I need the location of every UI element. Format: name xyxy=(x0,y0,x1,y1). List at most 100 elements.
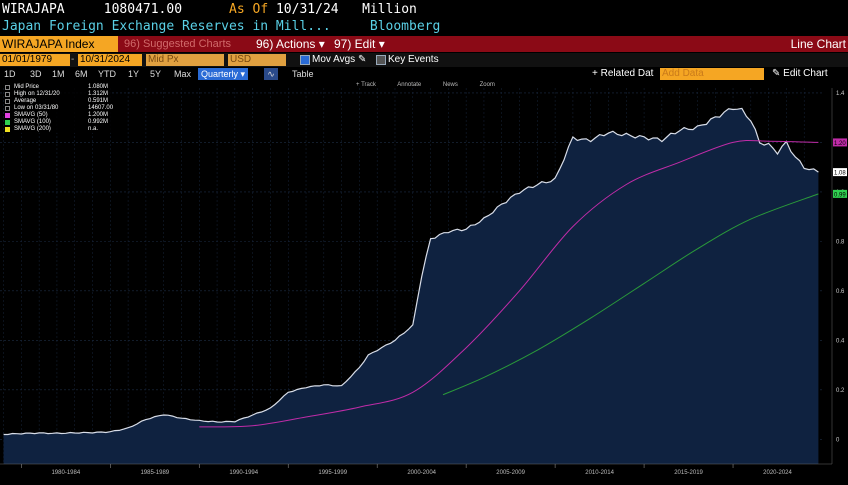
period-3d[interactable]: 3D xyxy=(30,69,42,79)
mov-avgs-label: Mov Avgs xyxy=(312,54,356,65)
settings-row: 01/01/1979 - 10/31/2024 Mid Px USD Mov A… xyxy=(0,53,848,67)
key-events-label: Key Events xyxy=(388,54,439,65)
legend-row: SMAVG (200) n.a. xyxy=(4,126,112,133)
legend-swatch xyxy=(5,106,10,111)
legend-label: High on 12/31/20 xyxy=(14,91,60,97)
x-tick-label: 1990-1994 xyxy=(229,470,258,476)
legend-swatch xyxy=(5,127,10,132)
price-field-select[interactable]: Mid Px xyxy=(146,54,224,66)
source-label: Bloomberg xyxy=(369,19,441,34)
zoom-tool[interactable]: Zoom xyxy=(480,82,505,88)
annotate-tool[interactable]: Annotate xyxy=(397,82,431,88)
related-data-label: Related Dat xyxy=(600,68,654,79)
x-tick-label: 1980-1984 xyxy=(51,470,80,476)
sma100-line xyxy=(442,193,819,396)
last-value-tag xyxy=(833,138,847,147)
news-label: News xyxy=(442,82,458,88)
legend-label: Mid Price xyxy=(14,84,40,90)
x-tick-label: 1985-1989 xyxy=(140,470,169,476)
actions-label: 96) Actions xyxy=(256,37,316,51)
legend-label: SMAVG (200) xyxy=(14,126,51,132)
sma50-line xyxy=(199,139,819,428)
last-value: 1080471.00 xyxy=(103,2,183,17)
end-date-field[interactable]: 10/31/2024 xyxy=(78,54,142,66)
table-button[interactable]: Table xyxy=(292,69,314,79)
y-tick-label: 0.6 xyxy=(836,289,845,295)
legend-row: SMAVG (100) 0.992M xyxy=(4,119,112,126)
chart-legend: Mid Price 1.080M High on 12/31/20 1.312M Ave… xyxy=(4,84,114,133)
currency-select[interactable]: USD xyxy=(228,54,286,66)
chevron-down-icon: ▾ xyxy=(240,69,246,79)
function-toolbar: WIRAJAPA Index 96) Suggested Charts 96) … xyxy=(0,36,848,52)
last-value-text: 0.99 xyxy=(834,192,846,198)
period-max[interactable]: Max xyxy=(174,69,192,79)
period-5y[interactable]: 5Y xyxy=(150,69,162,79)
y-tick-label: 1.4 xyxy=(836,91,845,97)
y-tick-label: 0.8 xyxy=(836,239,845,245)
x-axis-band xyxy=(0,464,848,481)
y-tick-label: 0.2 xyxy=(836,388,845,394)
security-header: WIRAJAPA 1080471.00 As Of 10/31/24 Milli… xyxy=(0,0,848,36)
period-1m[interactable]: 1M xyxy=(52,69,65,79)
legend-swatch xyxy=(5,99,10,104)
period-6m[interactable]: 6M xyxy=(75,69,88,79)
key-events-checkbox[interactable] xyxy=(376,55,386,65)
news-tool[interactable]: News xyxy=(443,82,468,88)
edit-button[interactable]: 97) Edit ▾ xyxy=(330,36,389,52)
legend-row: High on 12/31/20 1.312M xyxy=(4,91,112,98)
price-area-fill xyxy=(3,108,819,465)
mov-avgs-checkbox[interactable] xyxy=(300,55,310,65)
legend-value: 14607.00 xyxy=(88,105,114,111)
unit-label: Million xyxy=(362,2,417,17)
annotate-label: Annotate xyxy=(397,82,422,88)
line-chart[interactable]: 00.20.40.60.81.01.21.4 1980-19841985-198… xyxy=(0,82,848,481)
security-description: Japan Foreign Exchange Reserves in Mill.… xyxy=(2,19,331,34)
edit-chart-icon: ✎ xyxy=(772,68,784,79)
legend-label: Low on 03/31/80 xyxy=(14,105,59,111)
chart-area[interactable]: 00.20.40.60.81.01.21.4 1980-19841985-198… xyxy=(0,82,848,481)
legend-value: n.a. xyxy=(88,126,99,132)
period-ytd[interactable]: YTD xyxy=(98,69,116,79)
pencil-icon[interactable]: ✎ xyxy=(358,54,367,65)
legend-row: Mid Price 1.080M xyxy=(4,84,112,91)
start-date-field[interactable]: 01/01/1979 xyxy=(0,54,70,66)
add-data-input[interactable]: Add Data xyxy=(660,68,764,80)
chart-type-label: Line Chart xyxy=(790,37,846,51)
actions-button[interactable]: 96) Actions ▾ xyxy=(252,36,329,52)
chart-style-icon[interactable]: ∿ xyxy=(264,68,278,80)
last-value-labels: 1.20 1.08 0.99 xyxy=(833,138,847,198)
last-value-tag xyxy=(833,189,847,198)
legend-value: 1.312M xyxy=(88,91,109,97)
track-tool[interactable]: + Track xyxy=(356,82,376,88)
x-tick-label: 2010-2014 xyxy=(585,470,614,476)
frequency-select[interactable]: Quarterly ▾ xyxy=(198,68,249,80)
legend-swatch xyxy=(5,120,10,125)
legend-swatch xyxy=(5,85,10,90)
period-toolbar: 1D 3D 1M 6M YTD 1Y 5Y Max Quarterly ▾ ∿ … xyxy=(0,68,848,80)
legend-label: SMAVG (100) xyxy=(14,119,51,125)
period-1d[interactable]: 1D xyxy=(4,69,16,79)
legend-row: Low on 03/31/80 14607.00 xyxy=(4,105,114,112)
legend-value: 0.992M xyxy=(88,119,109,125)
asof-date: 10/31/24 xyxy=(275,2,339,17)
plus-icon: + xyxy=(592,68,601,79)
period-1y[interactable]: 1Y xyxy=(128,69,140,79)
last-value-text: 1.08 xyxy=(834,171,846,177)
edit-chart-button[interactable]: ✎ Edit Chart xyxy=(772,68,828,80)
x-tick-label: 2020-2024 xyxy=(763,470,792,476)
related-data-button[interactable]: + Related Dat xyxy=(592,68,653,80)
legend-swatch xyxy=(5,92,10,97)
suggested-charts-button[interactable]: 96) Suggested Charts xyxy=(124,38,232,50)
frequency-label: Quarterly xyxy=(201,69,239,79)
index-name-field[interactable]: WIRAJAPA Index xyxy=(0,36,118,52)
price-line xyxy=(3,107,819,436)
edit-label: 97) Edit xyxy=(334,37,376,51)
legend-row: SMAVG (50) 1.200M xyxy=(4,112,112,119)
legend-swatch xyxy=(5,113,10,118)
ticker: WIRAJAPA xyxy=(2,2,65,17)
legend-label: Average xyxy=(14,98,37,104)
legend-value: 1.080M xyxy=(88,84,109,90)
chevron-down-icon: ▾ xyxy=(378,37,385,51)
chart-tools: + Track Annotate News Zoom xyxy=(356,82,515,91)
legend-value: 1.200M xyxy=(88,112,109,118)
